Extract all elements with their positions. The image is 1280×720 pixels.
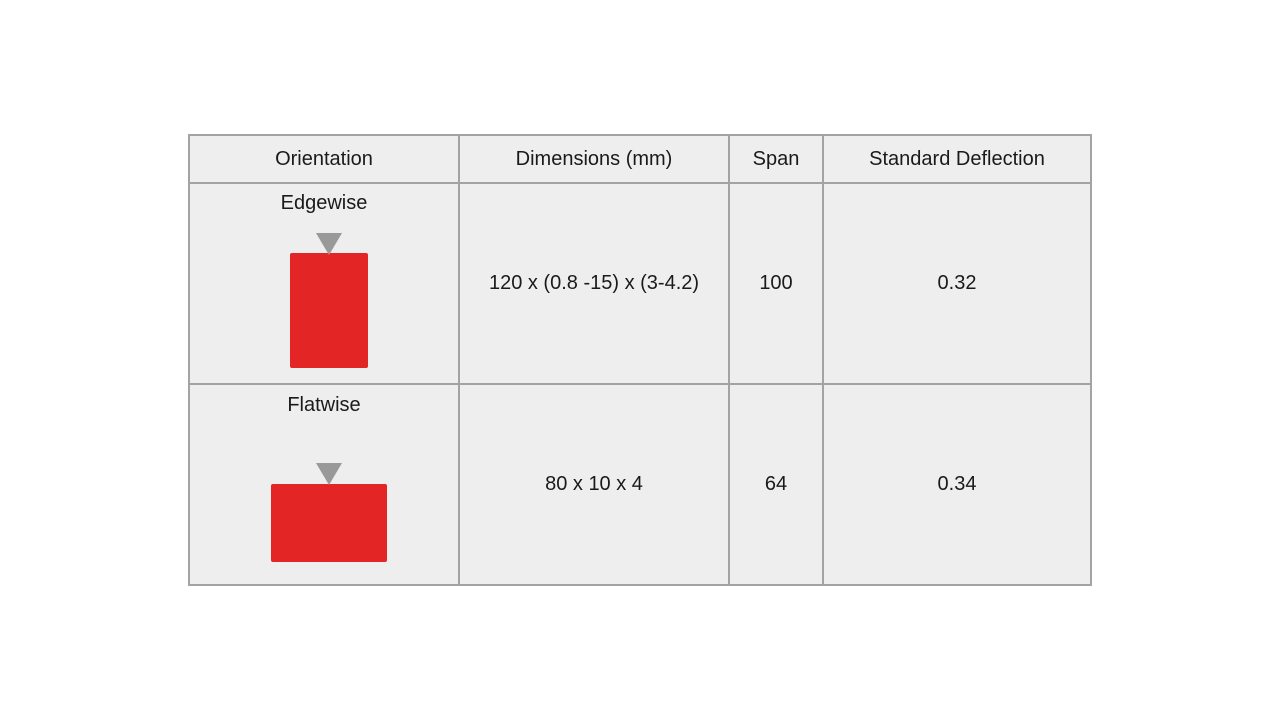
column-divider: [728, 136, 730, 584]
dimensions-cell: 120 x (0.8 -15) x (3-4.2): [488, 272, 700, 294]
orientation-label-flatwise: Flatwise: [287, 394, 361, 416]
dimensions-cell: 80 x 10 x 4: [545, 473, 643, 495]
header-dimensions: Dimensions (mm): [515, 147, 673, 170]
span-cell: 64: [764, 473, 788, 495]
header-span: Span: [752, 147, 800, 170]
column-divider: [458, 136, 460, 584]
span-cell: 100: [759, 272, 793, 294]
header-orientation: Orientation: [275, 147, 373, 170]
standard-deflection-cell: 0.34: [937, 473, 977, 495]
row-divider: [190, 383, 1090, 385]
specimen-rectangle: [271, 484, 387, 562]
indenter-icon: [316, 233, 342, 255]
orientation-label-edgewise: Edgewise: [280, 192, 368, 214]
standard-deflection-cell: 0.32: [937, 272, 977, 294]
column-divider: [822, 136, 824, 584]
row-divider: [190, 182, 1090, 184]
header-standard-deflection: Standard Deflection: [869, 147, 1045, 170]
indenter-icon: [316, 463, 342, 485]
deflection-table: Orientation Dimensions (mm) Span Standar…: [188, 134, 1092, 586]
specimen-rectangle: [290, 253, 368, 368]
